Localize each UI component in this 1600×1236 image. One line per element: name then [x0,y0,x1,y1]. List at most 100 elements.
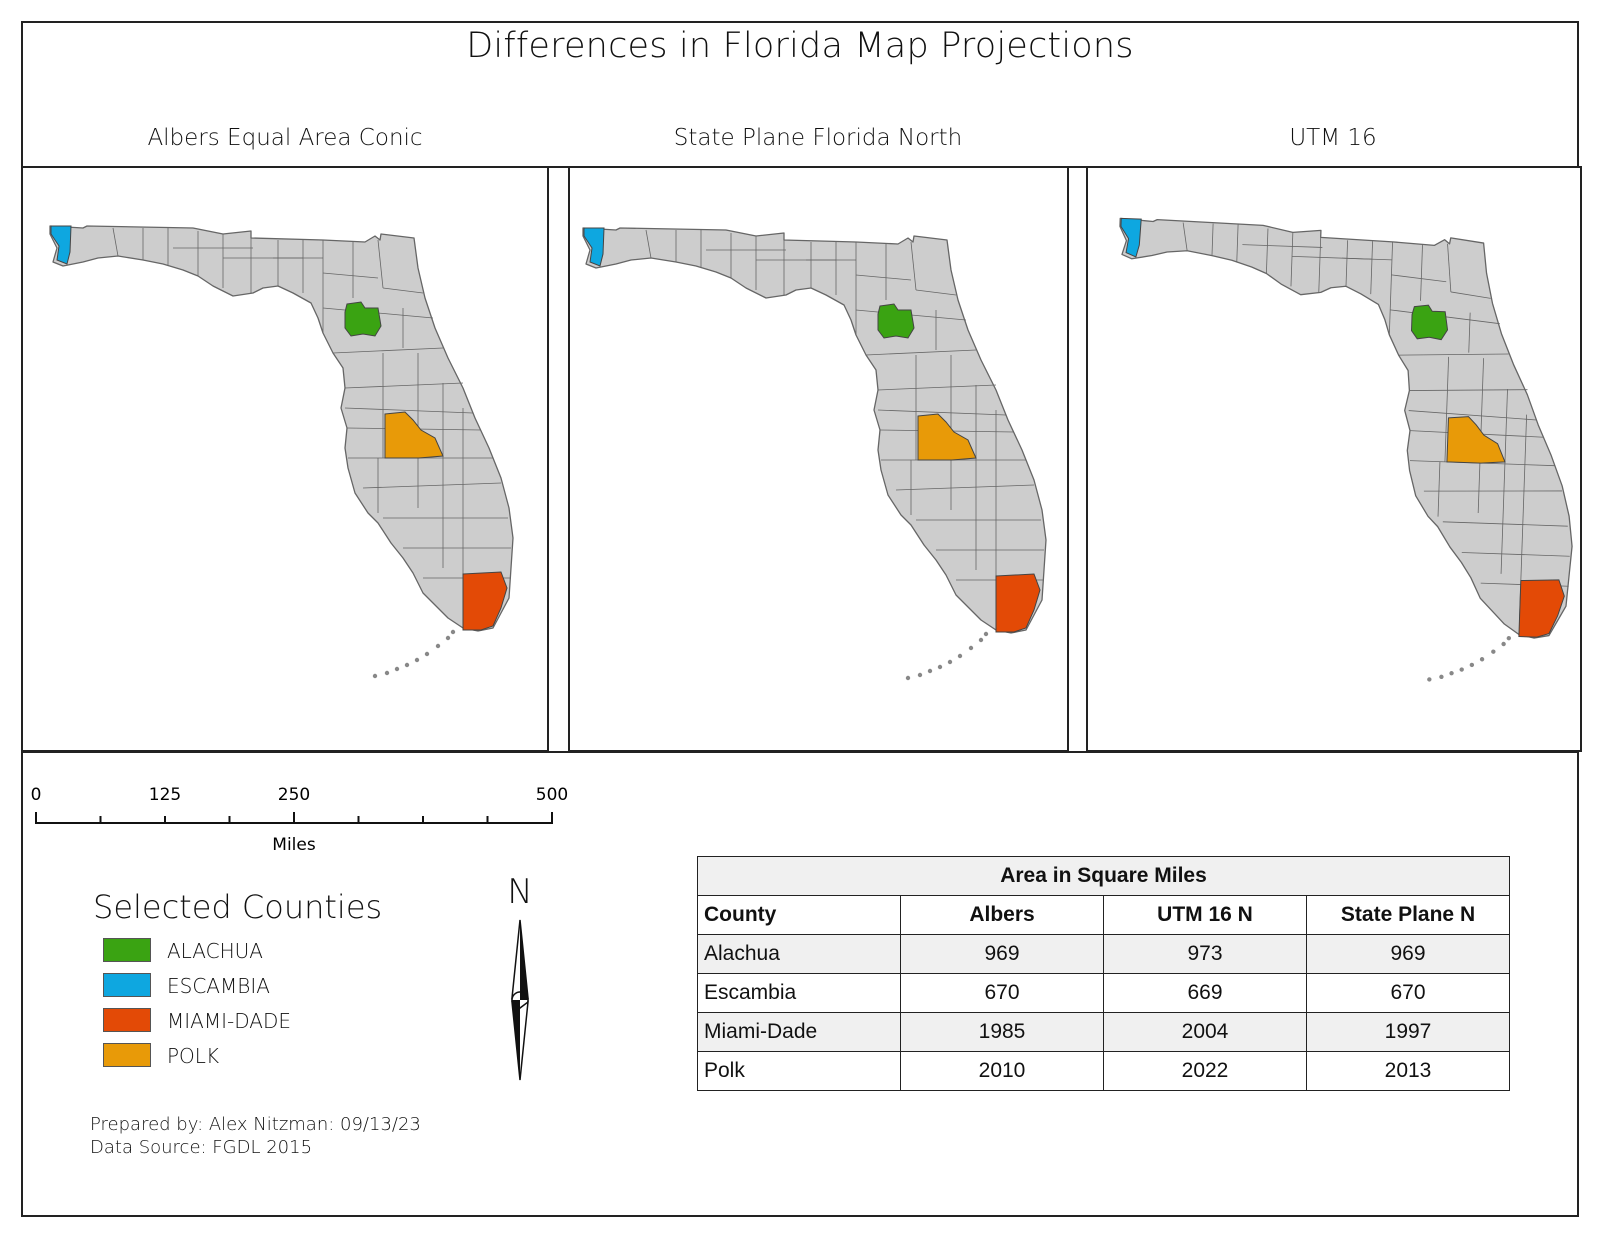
table-cell: 2004 [1103,1012,1307,1052]
florida-keys-island [445,635,451,641]
table-cell: 2022 [1103,1051,1307,1091]
florida-keys-island [372,673,378,679]
table-row: Miami-Dade 1985 2004 1997 [697,1012,1510,1052]
legend-label-alachua: ALACHUA [167,939,263,963]
legend-swatch-miami-dade [103,1008,151,1032]
county-line [1182,222,1188,251]
map-title-utm: UTM 16 [1289,125,1377,151]
county-escambia[interactable] [50,225,72,265]
county-polk[interactable] [1446,416,1507,464]
table-cell: Polk [697,1051,901,1091]
county-polk[interactable] [917,413,977,461]
table-cell: 669 [1103,973,1307,1013]
county-line [322,272,379,279]
florida-keys-island [384,670,390,676]
divider-bottom [21,751,1579,753]
table-cell: 670 [1306,973,1510,1013]
map-frame-albers[interactable] [21,166,549,752]
table-cell: Alachua [697,934,901,974]
scale-unit: Miles [272,835,316,855]
county-line [1450,291,1491,299]
county-polk[interactable] [384,411,444,459]
credits: Prepared by: Alex Nitzman: 09/13/23 Data… [90,1113,421,1159]
florida-keys-island [957,653,963,659]
florida-keys-island [1469,662,1475,668]
county-line [1291,255,1372,260]
florida-keys-island [937,664,943,670]
north-arrow: N [498,872,542,1090]
scale-label-500: 500 [536,785,568,805]
florida-keys-island [983,631,989,637]
north-arrow-icon [511,919,529,1081]
county-line [1408,410,1537,421]
scale-label-125: 125 [149,785,181,805]
county-line [382,287,424,294]
table-header-state-plane: State Plane N [1306,895,1510,935]
florida-outline [1119,217,1573,639]
florida-map-state-plane[interactable] [570,168,1067,750]
north-letter: N [507,872,533,912]
county-line [1236,224,1239,263]
area-table: Area in Square Miles County Albers UTM 1… [697,856,1510,1091]
scale-label-250: 250 [278,785,310,805]
county-line [1318,237,1322,293]
florida-keys-island [1439,674,1444,680]
florida-keys-island [1501,641,1506,647]
table-caption: Area in Square Miles [697,856,1510,896]
county-escambia[interactable] [583,227,605,267]
legend-swatch-polk [103,1043,151,1067]
county-line [1420,244,1423,301]
county-line [1442,521,1568,527]
page-title: Differences in Florida Map Projections [466,26,1134,66]
county-line [1370,241,1373,295]
florida-keys-island [1491,649,1496,654]
county-line [1290,232,1294,287]
county-line [1211,223,1214,256]
florida-keys-island [424,651,430,657]
table-cell: 973 [1103,934,1307,974]
county-miami-dade[interactable] [995,573,1041,633]
county-line [1500,388,1508,574]
florida-keys-island [905,675,911,681]
county-line [877,409,1007,416]
county-line [1388,241,1393,335]
florida-keys-island [1459,667,1464,672]
county-line [1468,312,1471,353]
florida-keys-island [1506,635,1512,641]
county-line [910,241,917,291]
florida-map-utm[interactable] [1088,168,1580,750]
florida-keys-island [1427,677,1432,682]
florida-keys-island [968,645,974,651]
florida-keys-island [414,657,420,663]
florida-keys-island [1449,670,1454,676]
county-alachua[interactable] [877,303,915,339]
county-line [1391,274,1447,283]
county-line [362,482,502,489]
county-line [112,227,119,257]
county-line [1345,240,1349,287]
county-miami-dade[interactable] [1518,579,1565,639]
county-miami-dade[interactable] [462,571,508,631]
county-line [895,484,1035,491]
table-cell: 969 [900,934,1104,974]
map-frame-state-plane[interactable] [568,166,1069,752]
county-alachua[interactable] [1410,304,1449,341]
table-cell: Miami-Dade [697,1012,901,1052]
county-alachua[interactable] [344,301,382,337]
map-frame-utm[interactable] [1086,166,1582,752]
county-line [645,229,652,259]
county-line [1265,228,1269,274]
florida-keys-island [927,668,933,674]
credits-prepared: Prepared by: Alex Nitzman: 09/13/23 [90,1114,421,1135]
county-escambia[interactable] [1120,217,1142,258]
table-cell: 1997 [1306,1012,1510,1052]
map-title-state-plane: State Plane Florida North [673,125,963,151]
table-cell: Escambia [697,973,901,1013]
table-row: Alachua 969 973 969 [697,934,1510,974]
county-line [1398,353,1509,356]
county-line [377,239,384,289]
table-row: Polk 2010 2022 2013 [697,1051,1510,1091]
florida-map-albers[interactable] [23,168,547,750]
florida-outline [582,227,1047,634]
table-header-albers: Albers [900,895,1104,935]
